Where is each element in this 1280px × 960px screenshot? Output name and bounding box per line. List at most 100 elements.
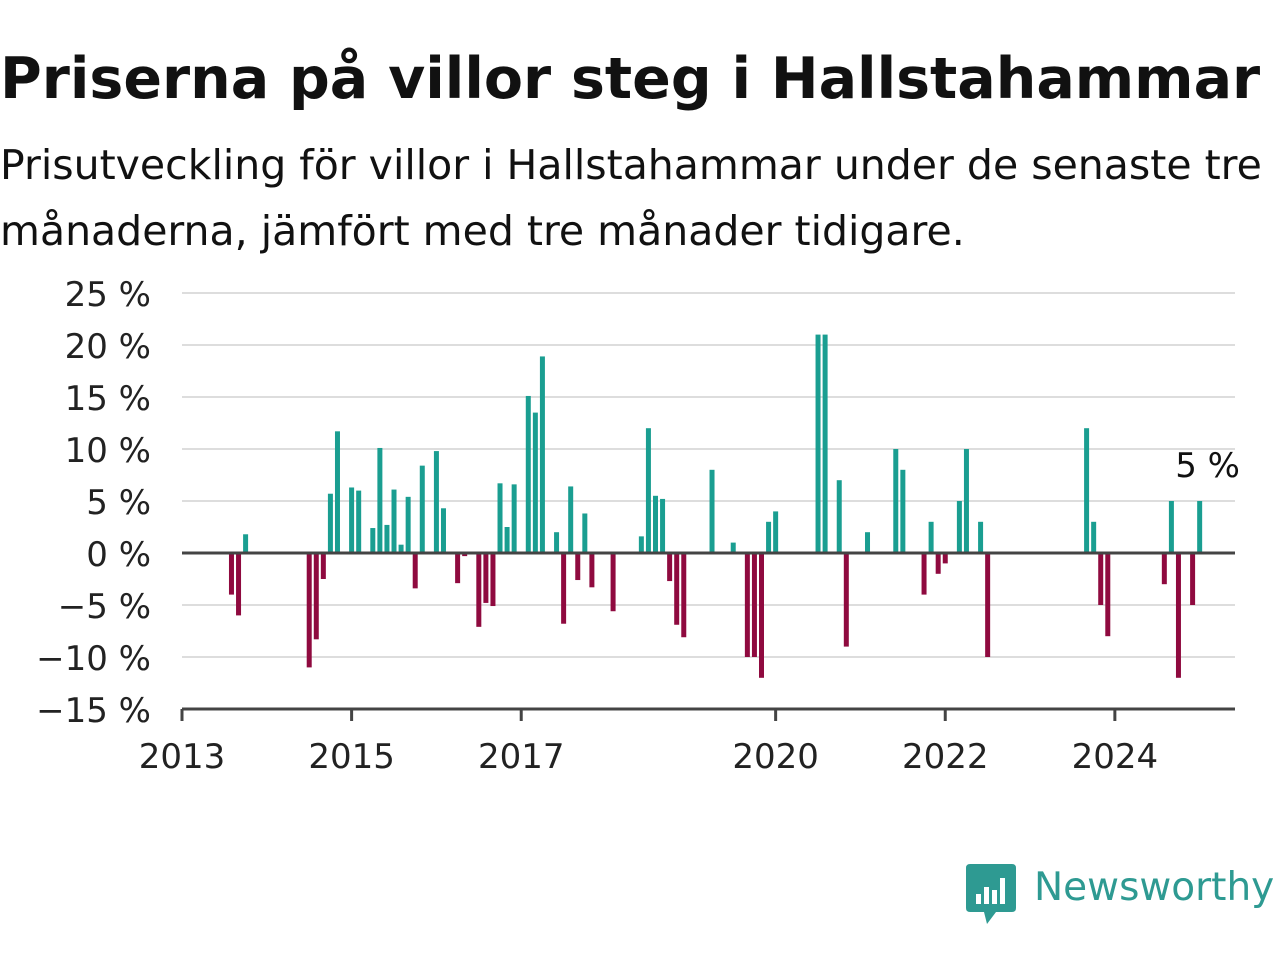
bar [1161, 553, 1167, 585]
bar [836, 480, 842, 553]
bar [356, 490, 362, 553]
bar [554, 532, 560, 553]
bar [667, 553, 673, 582]
bar [751, 553, 757, 657]
bar [327, 493, 333, 553]
bar [744, 553, 750, 657]
bar [1084, 428, 1090, 553]
bar [243, 534, 249, 553]
bar [313, 553, 319, 640]
newsworthy-logo-icon [966, 864, 1016, 924]
bar [483, 553, 489, 603]
bar [525, 395, 531, 553]
bar [575, 553, 581, 581]
chart-subtitle: Prisutveckling för villor i Hallstahamma… [0, 141, 1262, 255]
tick-labels: 25 % 20 % 15 % 10 % 5 % 0 % −5 % −10 % −15 % 2013… [36, 275, 1240, 777]
bar [645, 428, 651, 553]
bar [568, 486, 574, 553]
bar [455, 553, 461, 584]
bar [511, 484, 517, 553]
bar [1098, 553, 1104, 605]
bar [561, 553, 567, 624]
bar [419, 465, 425, 553]
bar [349, 487, 355, 553]
bar [1091, 521, 1097, 553]
bar [942, 553, 948, 564]
bar [1175, 553, 1181, 678]
bar [334, 431, 340, 553]
bar [497, 483, 503, 553]
bar [504, 527, 510, 553]
bar [384, 524, 390, 553]
y-tick-label: 0 % [86, 535, 151, 575]
y-tick-label: −10 % [36, 639, 151, 679]
bar [490, 553, 496, 607]
bar [440, 508, 446, 553]
bar [405, 496, 411, 553]
bar [674, 553, 680, 625]
y-tick-label: 25 % [65, 275, 151, 315]
bar [730, 542, 736, 553]
axes [180, 551, 1235, 721]
bar [1190, 553, 1196, 605]
y-tick-label: 10 % [65, 431, 151, 471]
bar [1105, 553, 1111, 637]
bar [476, 553, 482, 627]
bar [1168, 501, 1174, 553]
annotation-label: 5 % [1175, 446, 1240, 486]
y-tick-label: −15 % [36, 691, 151, 731]
bar [935, 553, 941, 574]
bar [412, 553, 418, 589]
y-tick-label: 15 % [65, 379, 151, 419]
bar [391, 489, 397, 553]
chart-title: Priserna på villor steg i Hallstahammar [0, 46, 1261, 112]
bar [773, 511, 779, 553]
bar [660, 498, 666, 553]
bar [900, 469, 906, 553]
bar [638, 536, 644, 553]
bar [865, 532, 871, 553]
bar [306, 553, 312, 668]
bar [320, 553, 326, 579]
bar [370, 528, 376, 553]
bar [377, 447, 383, 553]
newsworthy-logo[interactable]: Newsworthy [966, 864, 1280, 928]
bars [228, 334, 1203, 678]
bar [532, 412, 538, 553]
bar [921, 553, 927, 595]
bar [1197, 501, 1203, 553]
bar [589, 553, 595, 588]
bar [653, 495, 658, 553]
y-tick-label: 20 % [65, 327, 151, 367]
bar [928, 521, 934, 553]
bar [815, 334, 821, 553]
bar [759, 553, 764, 678]
x-tick-label: 2017 [478, 737, 565, 777]
bar [398, 544, 404, 553]
bar [893, 449, 899, 553]
bar [956, 501, 962, 553]
x-tick-label: 2024 [1072, 737, 1159, 777]
brand-name: Newsworthy [1034, 865, 1275, 910]
bar [433, 451, 439, 553]
bar [236, 553, 242, 616]
bar [610, 553, 616, 612]
bar [766, 521, 772, 553]
bar [822, 334, 828, 553]
bar [963, 449, 969, 553]
y-tick-label: −5 % [58, 587, 151, 627]
bar [582, 513, 588, 553]
x-tick-label: 2013 [139, 737, 226, 777]
x-tick-label: 2020 [732, 737, 819, 777]
bar [539, 356, 545, 553]
bar [843, 553, 849, 647]
bar [462, 553, 468, 557]
bar [978, 521, 984, 553]
x-tick-label: 2022 [902, 737, 989, 777]
bar [709, 469, 715, 553]
bar [681, 553, 687, 638]
x-tick-label: 2015 [308, 737, 395, 777]
bar [985, 553, 991, 657]
bar-chart: 25 % 20 % 15 % 10 % 5 % 0 % −5 % −10 % −15 % 2013… [36, 275, 1240, 777]
y-tick-label: 5 % [86, 483, 151, 523]
